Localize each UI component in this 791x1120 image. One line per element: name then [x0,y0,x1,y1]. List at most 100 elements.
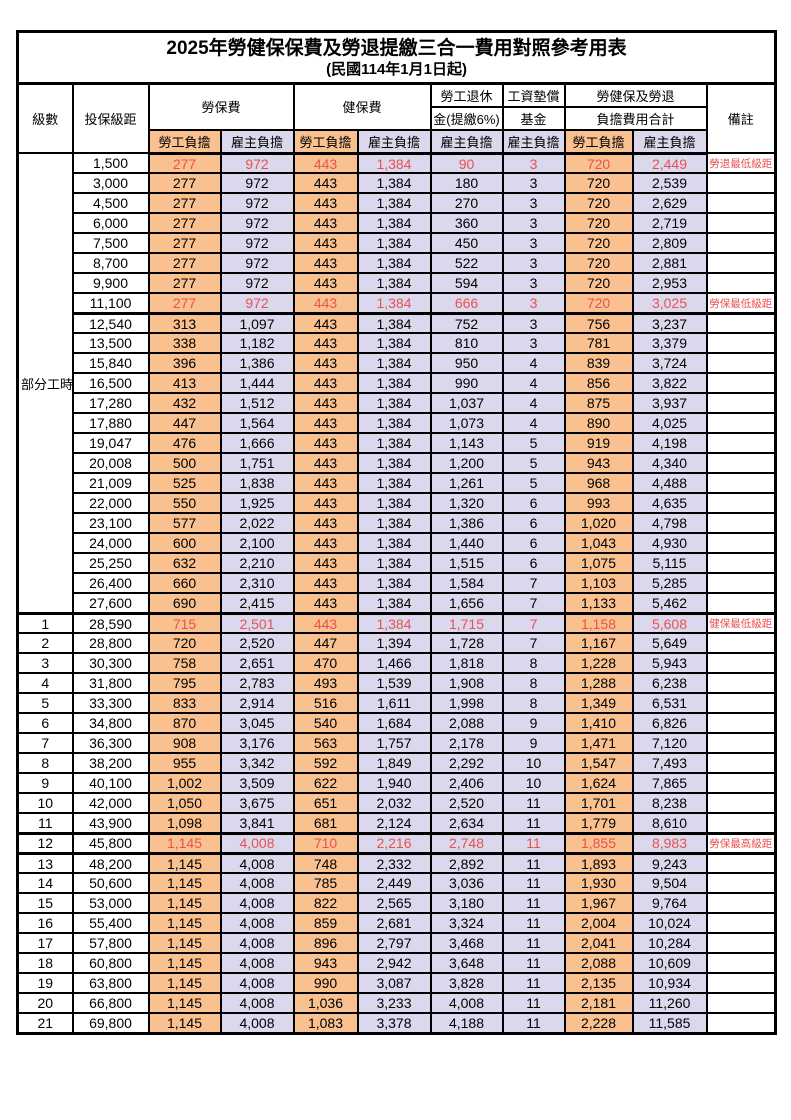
value-cell: 10,284 [631,932,708,955]
remark-cell [705,572,777,595]
header-row-3: 勞工負擔 雇主負擔 勞工負擔 雇主負擔 雇主負擔 雇主負擔 勞工負擔 雇主負擔 [18,128,776,155]
remark-cell [705,172,777,195]
value-cell: 277 [147,212,222,235]
value-cell: 1,145 [147,952,222,975]
table-row: 6 34,800 870 3,045 540 1,684 2,088 9 1,410 6,826 [16,712,777,735]
bracket-cell: 8,700 [71,252,150,275]
value-cell: 2,124 [356,812,432,835]
bracket-cell: 22,000 [71,492,150,515]
value-cell: 4 [501,352,566,375]
value-cell: 277 [147,272,222,295]
col-header-health-employee-share: 勞工負擔 [292,128,359,155]
remark-cell [705,892,777,915]
value-cell: 1,200 [429,452,504,475]
value-cell: 1,145 [147,831,222,855]
value-cell: 1,855 [563,831,634,855]
value-cell: 2,228 [563,1012,634,1035]
value-cell: 5 [501,452,566,475]
value-cell: 9,764 [631,892,708,915]
value-cell: 11 [501,1012,566,1035]
value-cell: 396 [147,352,222,375]
value-cell: 856 [563,372,634,395]
value-cell: 1,384 [356,432,432,455]
value-cell: 360 [429,212,504,235]
value-cell: 2,748 [429,831,504,855]
value-cell: 4 [501,372,566,395]
value-cell: 2,088 [563,952,634,975]
bracket-cell: 45,800 [71,831,150,855]
table-row: 10 42,000 1,050 3,675 651 2,032 2,520 11 1,701 8,… [16,792,777,815]
table-row: 24,000 600 2,100 443 1,384 1,440 6 1,043 4,930 [18,532,777,555]
value-cell: 277 [147,192,222,215]
remark-cell [705,992,777,1015]
value-cell: 443 [292,312,359,335]
table-row: 12,540 313 1,097 443 1,384 752 3 756 3,237 [18,312,777,335]
value-cell: 11 [501,792,566,815]
table-row: 27,600 690 2,415 443 1,384 1,656 7 1,133 5,462 [18,592,777,615]
value-cell: 993 [563,492,634,515]
level-cell: 12 [16,831,74,855]
value-cell: 752 [429,312,504,335]
bracket-cell: 13,500 [71,332,150,355]
value-cell: 2,881 [631,252,708,275]
level-cell: 10 [16,792,74,815]
value-cell: 1,930 [563,872,634,895]
value-cell: 11 [501,992,566,1015]
value-cell: 2,719 [631,212,708,235]
bracket-cell: 60,800 [71,952,150,975]
table-row: 15 53,000 1,145 4,008 822 2,565 3,180 11 1,967 9,… [16,892,777,915]
value-cell: 681 [292,812,359,835]
value-cell: 1,384 [356,232,432,255]
value-cell: 1,182 [219,332,295,355]
bracket-cell: 6,000 [71,212,150,235]
table-row: 25,250 632 2,210 443 1,384 1,515 6 1,075 5,115 [18,552,777,575]
value-cell: 3,937 [631,392,708,415]
bracket-cell: 43,900 [71,812,150,835]
table-row: 14 50,600 1,145 4,008 785 2,449 3,036 11 1,930 9,… [16,872,777,895]
value-cell: 1,384 [356,212,432,235]
value-cell: 950 [429,352,504,375]
bracket-cell: 25,250 [71,552,150,575]
table-row: 26,400 660 2,310 443 1,384 1,584 7 1,103 5,285 [18,572,777,595]
bracket-cell: 28,800 [71,632,150,655]
remark-cell [705,692,777,715]
value-cell: 4 [501,412,566,435]
remark-cell [705,712,777,735]
value-cell: 1,384 [356,252,432,275]
remark-cell [705,952,777,975]
value-cell: 2,032 [356,792,432,815]
bracket-cell: 42,000 [71,792,150,815]
value-cell: 2,953 [631,272,708,295]
value-cell: 6 [501,492,566,515]
value-cell: 3,724 [631,352,708,375]
value-cell: 1,512 [219,392,295,415]
value-cell: 1,145 [147,972,222,995]
value-cell: 2,634 [429,812,504,835]
value-cell: 972 [219,252,295,275]
level-cell: 17 [16,932,74,955]
level-cell: 3 [16,652,74,675]
value-cell: 666 [429,292,504,315]
bracket-cell: 28,590 [71,611,150,635]
value-cell: 432 [147,392,222,415]
value-cell: 1,384 [356,172,432,195]
col-header-health-employer-share: 雇主負擔 [356,128,432,155]
value-cell: 1,384 [356,492,432,515]
value-cell: 943 [292,952,359,975]
value-cell: 550 [147,492,222,515]
col-header-total-employee-share: 勞工負擔 [563,128,634,155]
value-cell: 1,384 [356,412,432,435]
value-cell: 516 [292,692,359,715]
bracket-cell: 9,900 [71,272,150,295]
table-row: 11,100 277 972 443 1,384 666 3 720 3,025 勞保最低級距 [18,292,777,315]
value-cell: 493 [292,672,359,695]
value-cell: 1,036 [292,992,359,1015]
bracket-cell: 63,800 [71,972,150,995]
value-cell: 4,198 [631,432,708,455]
title-row: 2025年勞健保保費及勞退提繳三合一費用對照參考用表 (民國114年1月1日起) [16,30,777,85]
value-cell: 1,228 [563,652,634,675]
value-cell: 720 [563,172,634,195]
bracket-cell: 27,600 [71,592,150,615]
value-cell: 313 [147,312,222,335]
table-row: 8,700 277 972 443 1,384 522 3 720 2,881 [18,252,777,275]
